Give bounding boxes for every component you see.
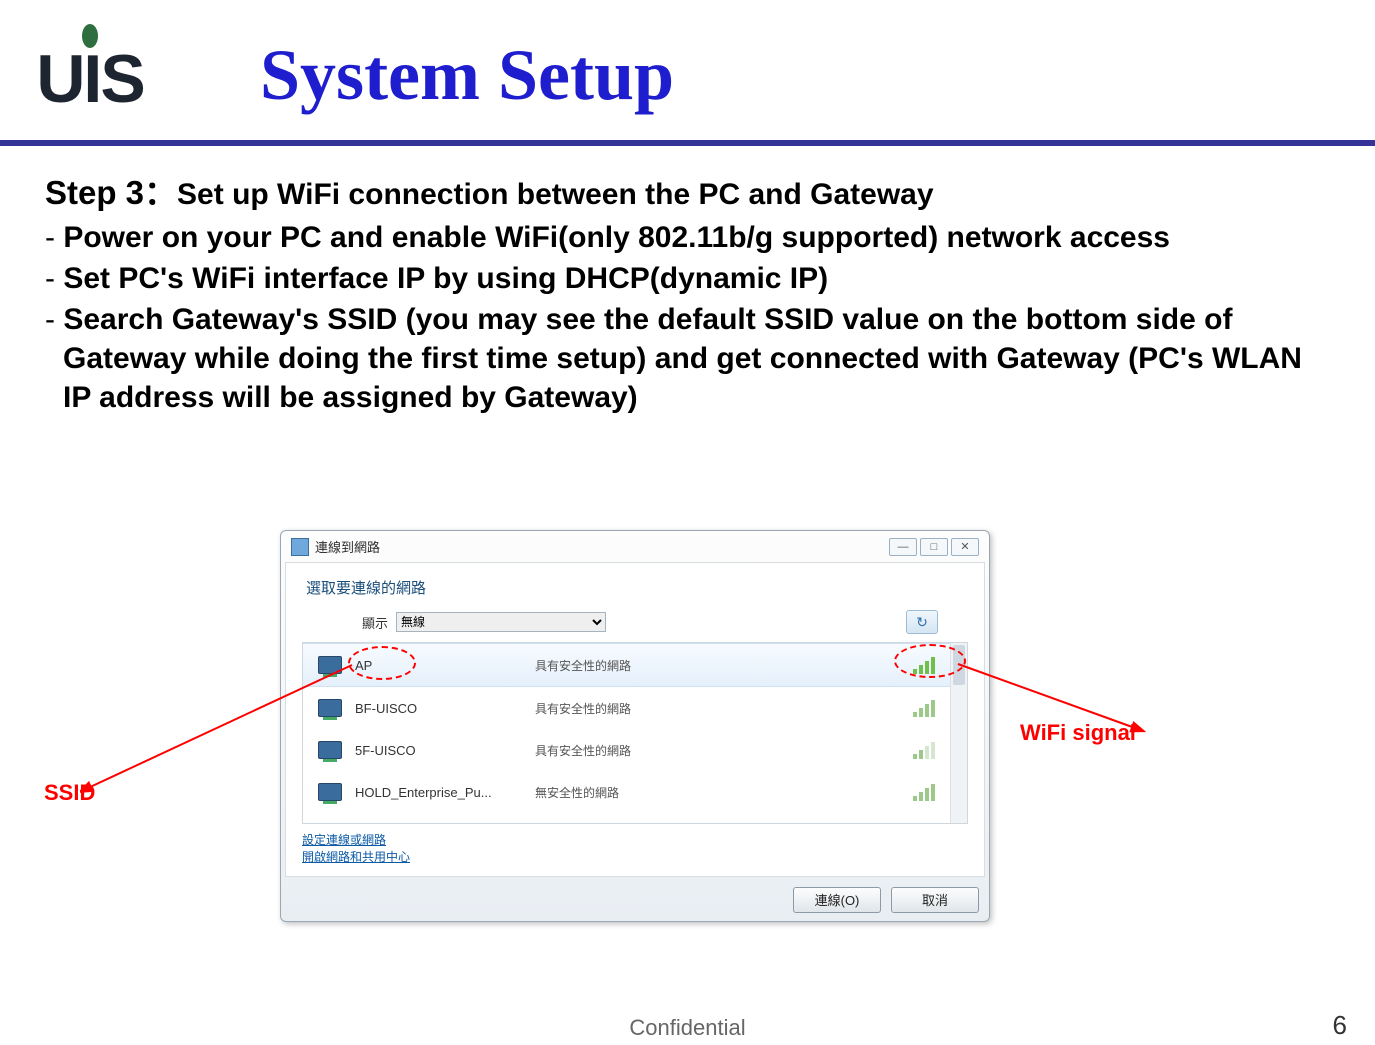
maximize-button[interactable]: □: [920, 538, 948, 556]
security-text: 具有安全性的網路: [535, 657, 913, 674]
ssid-annotation: SSID: [44, 780, 95, 806]
slide-header: UIS System Setup: [0, 0, 1375, 130]
refresh-button[interactable]: ↻: [906, 610, 938, 634]
header-rule: [0, 140, 1375, 146]
logo-text: UIS: [36, 52, 143, 106]
ssid-text: BF-UISCO: [355, 701, 535, 716]
bullet-item: - Power on your PC and enable WiFi(only …: [63, 218, 1335, 257]
step-separator: ：: [144, 174, 177, 211]
content-body: Step 3：Set up WiFi connection between th…: [0, 166, 1375, 417]
adapter-icon: [313, 738, 347, 762]
minimize-button[interactable]: —: [889, 538, 917, 556]
signal-icon: [913, 783, 939, 801]
step-desc: Set up WiFi connection between the PC an…: [177, 178, 934, 211]
footer-page-number: 6: [1333, 1010, 1347, 1041]
ssid-text: HOLD_Enterprise_Pu...: [355, 785, 535, 800]
signal-icon: [913, 699, 939, 717]
security-text: 具有安全性的網路: [535, 700, 913, 717]
adapter-icon: [313, 780, 347, 804]
cancel-button[interactable]: 取消: [891, 887, 979, 913]
network-row[interactable]: BF-UISCO 具有安全性的網路: [303, 687, 967, 729]
dialog-buttons: 連線(O) 取消: [285, 877, 985, 917]
step-label: Step 3: [45, 174, 144, 211]
setup-link[interactable]: 設定連線或網路: [302, 832, 968, 849]
logo: UIS: [10, 24, 170, 106]
sharing-center-link[interactable]: 開啟網路和共用中心: [302, 849, 968, 866]
ssid-highlight: [348, 646, 416, 680]
network-icon: [291, 538, 309, 556]
ssid-text: 5F-UISCO: [355, 743, 535, 758]
bullet-list: - Power on your PC and enable WiFi(only …: [45, 218, 1335, 417]
network-row[interactable]: HOLD_Enterprise_Pu... 無安全性的網路: [303, 771, 967, 813]
connect-button[interactable]: 連線(O): [793, 887, 881, 913]
dialog-links: 設定連線或網路 開啟網路和共用中心: [302, 832, 968, 866]
close-button[interactable]: ✕: [951, 538, 979, 556]
dialog-titlebar: 連線到網路 — □ ✕: [285, 535, 985, 562]
signal-icon: [913, 741, 939, 759]
filter-select[interactable]: 無線: [396, 612, 606, 632]
page-title: System Setup: [260, 34, 674, 117]
bullet-item: - Set PC's WiFi interface IP by using DH…: [63, 259, 1335, 298]
dialog-body: 選取要連線的網路 顯示 無線 ↻ AP 具有安全性的網路 BF-UISCO 具有…: [285, 562, 985, 877]
signal-highlight: [894, 644, 966, 678]
filter-label: 顯示: [362, 613, 388, 632]
step-heading: Step 3：Set up WiFi connection between th…: [45, 166, 1335, 214]
security-text: 無安全性的網路: [535, 784, 913, 801]
bullet-text: Search Gateway's SSID (you may see the d…: [63, 303, 1302, 414]
bullet-text: Power on your PC and enable WiFi(only 80…: [63, 221, 1170, 254]
network-dialog: 連線到網路 — □ ✕ 選取要連線的網路 顯示 無線 ↻ AP 具有安全性的網路: [280, 530, 990, 922]
adapter-icon: [313, 653, 347, 677]
security-text: 具有安全性的網路: [535, 742, 913, 759]
dialog-heading: 選取要連線的網路: [306, 577, 968, 598]
dialog-title: 連線到網路: [315, 537, 380, 556]
wifi-annotation: WiFi signal: [1020, 720, 1136, 746]
refresh-icon: ↻: [916, 614, 928, 631]
footer-confidential: Confidential: [0, 1015, 1375, 1041]
bullet-item: - Search Gateway's SSID (you may see the…: [63, 300, 1335, 417]
adapter-icon: [313, 696, 347, 720]
network-row[interactable]: 5F-UISCO 具有安全性的網路: [303, 729, 967, 771]
bullet-text: Set PC's WiFi interface IP by using DHCP…: [63, 262, 828, 295]
filter-row: 顯示 無線 ↻: [362, 610, 938, 634]
